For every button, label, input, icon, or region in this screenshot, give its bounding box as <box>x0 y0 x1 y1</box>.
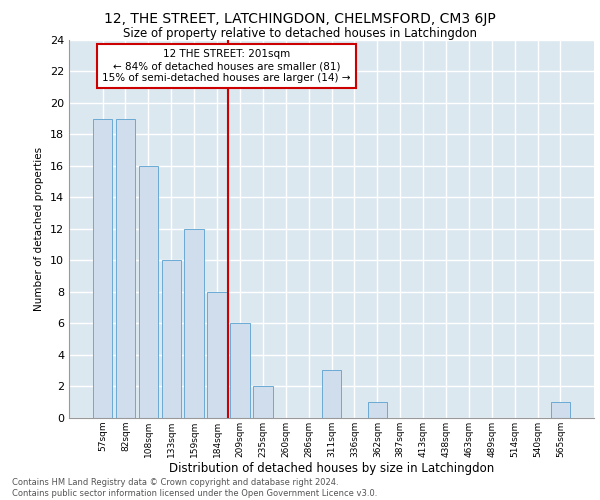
Bar <box>551 402 570 417</box>
Bar <box>184 229 204 418</box>
Bar <box>322 370 341 418</box>
X-axis label: Distribution of detached houses by size in Latchingdon: Distribution of detached houses by size … <box>169 462 494 475</box>
Text: 12, THE STREET, LATCHINGDON, CHELMSFORD, CM3 6JP: 12, THE STREET, LATCHINGDON, CHELMSFORD,… <box>104 12 496 26</box>
Text: 12 THE STREET: 201sqm
← 84% of detached houses are smaller (81)
15% of semi-deta: 12 THE STREET: 201sqm ← 84% of detached … <box>102 50 351 82</box>
Bar <box>93 118 112 418</box>
Text: Contains HM Land Registry data © Crown copyright and database right 2024.
Contai: Contains HM Land Registry data © Crown c… <box>12 478 377 498</box>
Bar <box>253 386 272 418</box>
Bar <box>139 166 158 417</box>
Text: Size of property relative to detached houses in Latchingdon: Size of property relative to detached ho… <box>123 28 477 40</box>
Bar <box>368 402 387 417</box>
Bar <box>116 118 135 418</box>
Bar <box>208 292 227 418</box>
Bar <box>230 323 250 418</box>
Bar <box>161 260 181 418</box>
Y-axis label: Number of detached properties: Number of detached properties <box>34 146 44 311</box>
